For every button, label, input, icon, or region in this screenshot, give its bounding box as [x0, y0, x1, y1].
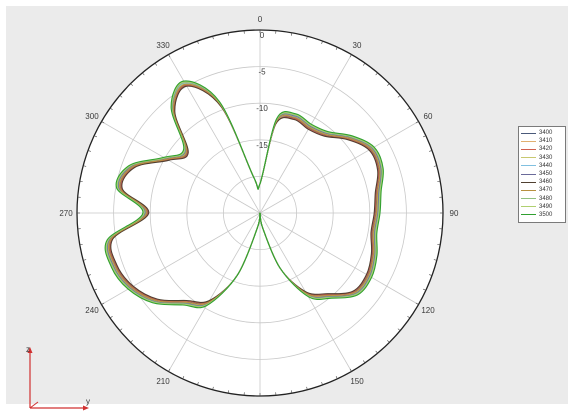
legend-swatch	[521, 141, 536, 142]
legend-label: 3480	[539, 195, 552, 203]
angle-tick-label: 60	[424, 112, 433, 121]
legend-entry: 3450	[521, 170, 563, 178]
angle-tick-label: 90	[450, 209, 459, 218]
legend-label: 3410	[539, 137, 552, 145]
legend-entry: 3400	[521, 129, 563, 137]
legend-swatch	[521, 190, 536, 191]
legend-label: 3460	[539, 178, 552, 186]
legend-swatch	[521, 182, 536, 183]
angle-tick-label: 270	[59, 209, 73, 218]
legend-entry: 3470	[521, 186, 563, 194]
legend-swatch	[521, 206, 536, 207]
y-axis-label: y	[86, 397, 90, 406]
radial-tick-label: -15	[256, 141, 268, 150]
legend-entry: 3460	[521, 178, 563, 186]
angle-tick-label: 120	[421, 306, 435, 315]
legend-label: 3450	[539, 170, 552, 178]
legend-label: 3500	[539, 211, 552, 219]
angle-tick-label: 0	[258, 15, 263, 24]
legend-label: 3400	[539, 129, 552, 137]
radial-tick-label: 0	[260, 31, 265, 40]
legend-label: 3470	[539, 186, 552, 194]
legend-label: 3420	[539, 145, 552, 153]
angle-tick-label: 210	[156, 377, 170, 386]
legend-entry: 3410	[521, 137, 563, 145]
angle-tick-label: 300	[85, 112, 99, 121]
legend-swatch	[521, 133, 536, 134]
z-axis-label: z	[26, 345, 30, 354]
angle-tick-label: 30	[353, 41, 362, 50]
legend-swatch	[521, 165, 536, 166]
legend-entry: 3440	[521, 162, 563, 170]
legend-label: 3430	[539, 154, 552, 162]
radial-tick-label: -10	[256, 104, 268, 113]
x-axis-line	[30, 402, 38, 408]
angle-tick-label: 180	[253, 403, 267, 404]
radial-tick-label: -5	[258, 68, 266, 77]
legend-entry: 3480	[521, 195, 563, 203]
legend-entry: 3430	[521, 154, 563, 162]
legend-swatch	[521, 157, 536, 158]
angle-tick-label: 150	[350, 377, 364, 386]
angle-tick-label: 240	[85, 306, 99, 315]
axis-triad: z y	[24, 344, 94, 414]
legend-swatch	[521, 174, 536, 175]
legend-label: 3440	[539, 162, 552, 170]
angle-tick-label: 330	[156, 41, 170, 50]
legend-entry: 3420	[521, 145, 563, 153]
legend-swatch	[521, 198, 536, 199]
legend-swatch	[521, 214, 536, 215]
legend-swatch	[521, 149, 536, 150]
plot-panel: 0 30 60 90 120 150 180 210 240 270 300 330 0 -5 -10 -15…	[6, 6, 568, 404]
legend-label: 3490	[539, 203, 552, 211]
legend-entry: 3490	[521, 203, 563, 211]
legend-entry: 3500	[521, 211, 563, 219]
